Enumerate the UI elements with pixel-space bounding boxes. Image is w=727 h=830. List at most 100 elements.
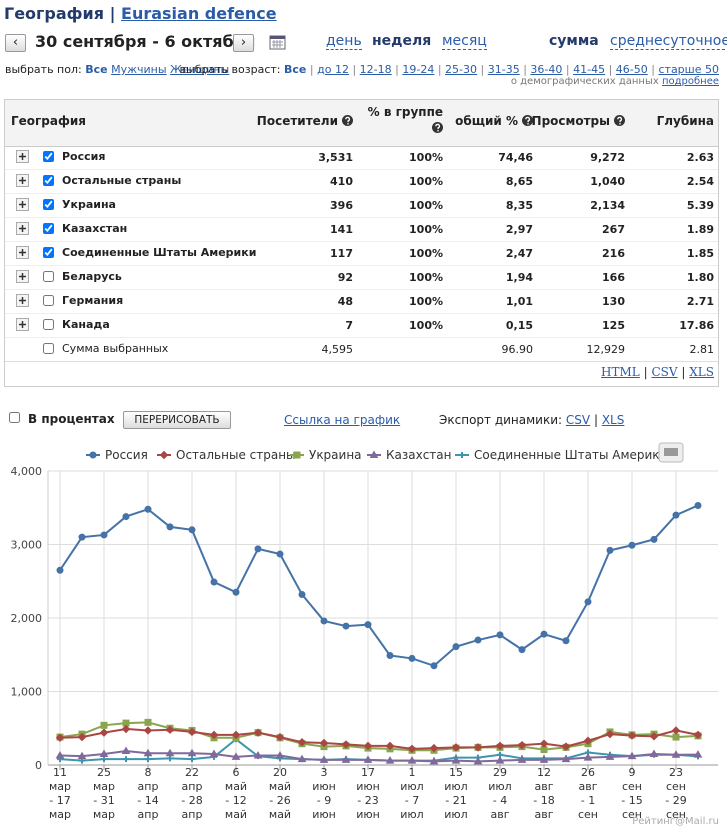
export-link[interactable]: XLS bbox=[601, 413, 625, 427]
point bbox=[143, 748, 153, 757]
column-title: % в группе bbox=[367, 105, 443, 119]
age-option[interactable]: старше 50 bbox=[658, 63, 719, 76]
legend-label: Остальные страны bbox=[176, 448, 296, 462]
age-option[interactable]: до 12 bbox=[317, 63, 349, 76]
row-checkbox[interactable] bbox=[43, 199, 54, 210]
gender-option[interactable]: Женщины bbox=[170, 63, 230, 76]
age-option[interactable]: 31-35 bbox=[487, 63, 520, 76]
expand-icon[interactable] bbox=[16, 222, 29, 235]
x-tick-label: 17 июн - 23 июн bbox=[356, 766, 380, 821]
redraw-button[interactable]: ПЕРЕРИСОВАТЬ bbox=[123, 411, 231, 429]
export-link[interactable]: CSV bbox=[565, 413, 591, 427]
point bbox=[101, 756, 107, 763]
print-button[interactable] bbox=[658, 442, 684, 463]
help-icon[interactable] bbox=[522, 115, 533, 126]
point bbox=[473, 743, 483, 752]
cell-value: 267 bbox=[602, 223, 625, 236]
age-option[interactable]: 25-30 bbox=[445, 63, 478, 76]
country-name: Соединенные Штаты Америки bbox=[62, 246, 257, 259]
cell-value: 2.71 bbox=[686, 295, 714, 308]
expand-icon[interactable] bbox=[16, 174, 29, 187]
cell-value: 5.39 bbox=[686, 199, 714, 212]
point bbox=[293, 451, 301, 459]
expand-icon[interactable] bbox=[16, 270, 29, 283]
age-option[interactable]: 19-24 bbox=[402, 63, 435, 76]
point bbox=[342, 622, 350, 630]
point bbox=[55, 750, 65, 759]
row-checkbox[interactable] bbox=[43, 151, 54, 162]
cell-value: 1.80 bbox=[686, 271, 714, 284]
next-button[interactable]: › bbox=[233, 34, 254, 52]
age-option[interactable]: Все bbox=[284, 63, 307, 76]
point bbox=[123, 756, 129, 763]
row-checkbox[interactable] bbox=[43, 271, 54, 282]
percent-checkbox[interactable] bbox=[9, 412, 20, 423]
gender-option[interactable]: Все bbox=[85, 63, 108, 76]
point bbox=[159, 450, 169, 460]
help-icon[interactable] bbox=[614, 115, 625, 126]
title-bar: География | Eurasian defence bbox=[4, 4, 277, 23]
site-link[interactable]: Eurasian defence bbox=[121, 4, 277, 23]
series bbox=[55, 746, 703, 765]
legend-item[interactable]: Украина bbox=[290, 448, 362, 462]
point bbox=[386, 651, 394, 659]
age-option[interactable]: 12-18 bbox=[359, 63, 392, 76]
gender-filter: выбрать пол: Все Мужчины Женщины bbox=[5, 63, 229, 76]
x-tick-label: 25 мар - 31 мар bbox=[92, 766, 116, 821]
export-link[interactable]: CSV bbox=[651, 365, 678, 379]
row-checkbox[interactable] bbox=[43, 175, 54, 186]
point bbox=[89, 451, 97, 459]
expand-icon[interactable] bbox=[16, 150, 29, 163]
footer-counter[interactable]: Рейтинг@Mail.ru bbox=[632, 816, 719, 827]
demo-link[interactable]: подробнее bbox=[661, 76, 719, 87]
help-icon[interactable] bbox=[432, 122, 443, 133]
point bbox=[231, 730, 241, 740]
point bbox=[254, 545, 262, 553]
legend-item[interactable]: Россия bbox=[86, 448, 148, 462]
row-checkbox[interactable] bbox=[43, 319, 54, 330]
separator: | bbox=[565, 63, 570, 76]
column-header: Просмотры bbox=[532, 114, 625, 128]
legend-item[interactable]: Казахстан bbox=[367, 448, 452, 462]
legend-item[interactable]: Соединенные Штаты Америки bbox=[455, 448, 667, 462]
point bbox=[100, 721, 108, 729]
expand-icon[interactable] bbox=[16, 198, 29, 211]
view-option[interactable]: день bbox=[326, 33, 362, 50]
cell-value: 100% bbox=[409, 175, 443, 188]
cell-value: 8,35 bbox=[505, 199, 533, 212]
cell-value: 7 bbox=[345, 319, 353, 332]
age-option[interactable]: 41-45 bbox=[573, 63, 606, 76]
point bbox=[407, 756, 417, 764]
export-link[interactable]: HTML bbox=[601, 365, 640, 379]
x-tick-label: 22 апр - 28 апр bbox=[181, 766, 203, 821]
calendar-icon[interactable] bbox=[269, 34, 286, 50]
row-checkbox[interactable] bbox=[43, 295, 54, 306]
point bbox=[188, 526, 196, 534]
mode-option[interactable]: среднесуточное bbox=[610, 33, 727, 50]
export-link[interactable]: XLS bbox=[689, 365, 714, 379]
point bbox=[122, 513, 130, 521]
help-icon[interactable] bbox=[342, 115, 353, 126]
filter-label: выбрать возраст: bbox=[179, 63, 281, 76]
age-option[interactable]: 36-40 bbox=[530, 63, 563, 76]
point bbox=[363, 741, 373, 751]
geo-table: География Посетители % в группе общий % Прос… bbox=[4, 99, 719, 387]
legend-item[interactable]: Остальные страны bbox=[157, 448, 296, 462]
row-checkbox[interactable] bbox=[43, 223, 54, 234]
prev-button[interactable]: ‹ bbox=[5, 34, 26, 52]
cell-value: 2,47 bbox=[505, 247, 533, 260]
point bbox=[253, 728, 263, 737]
table-export: HTML | CSV | XLS bbox=[601, 365, 714, 379]
expand-icon[interactable] bbox=[16, 246, 29, 259]
row-checkbox[interactable] bbox=[43, 247, 54, 258]
x-tick-label: 20 май - 26 май bbox=[268, 766, 292, 821]
gender-option[interactable]: Мужчины bbox=[111, 63, 167, 76]
chart-link[interactable]: Ссылка на график bbox=[284, 413, 401, 427]
view-option[interactable]: месяц bbox=[442, 33, 487, 50]
row-line bbox=[5, 265, 718, 266]
point bbox=[429, 756, 439, 765]
expand-icon[interactable] bbox=[16, 294, 29, 307]
expand-icon[interactable] bbox=[16, 318, 29, 331]
age-option[interactable]: 46-50 bbox=[615, 63, 648, 76]
row-checkbox[interactable] bbox=[43, 343, 54, 354]
